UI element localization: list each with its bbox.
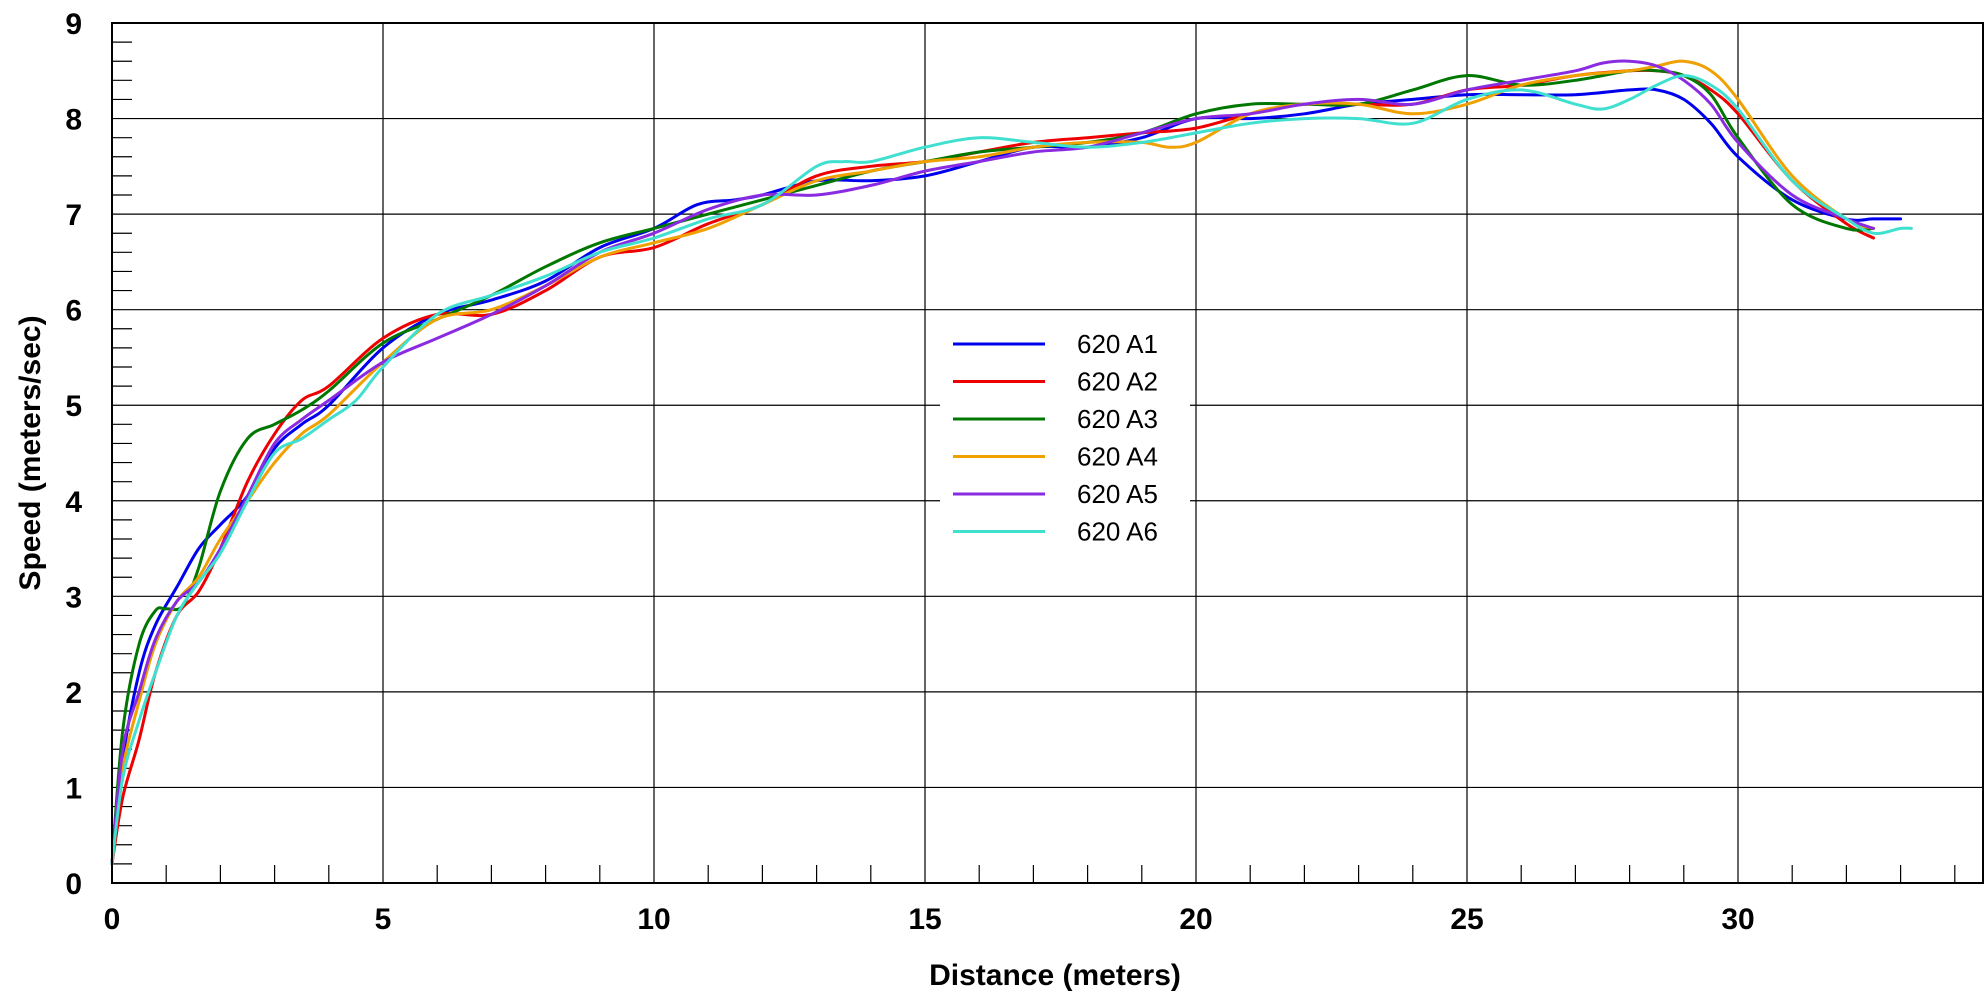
y-tick-label: 6 <box>65 295 82 328</box>
y-axis-title: Speed (meters/sec) <box>14 315 47 590</box>
y-tick-label: 5 <box>65 390 82 423</box>
x-axis-tick-labels: 0 5 10 15 20 25 30 <box>104 903 1755 936</box>
y-tick-label: 0 <box>65 868 82 901</box>
legend-label-4: 620 A4 <box>1077 442 1158 472</box>
y-tick-label: 4 <box>65 486 82 519</box>
legend-label-2: 620 A2 <box>1077 367 1158 397</box>
series-line-6 <box>110 74 1913 866</box>
legend-label-1: 620 A1 <box>1077 329 1158 359</box>
y-tick-label: 1 <box>65 772 82 805</box>
x-tick-label: 25 <box>1450 903 1483 936</box>
legend-label-6: 620 A6 <box>1077 517 1158 547</box>
x-tick-label: 10 <box>637 903 670 936</box>
minor-ticks <box>112 41 1956 883</box>
legend-label-5: 620 A5 <box>1077 479 1158 509</box>
y-tick-label: 8 <box>65 104 82 137</box>
legend-label-3: 620 A3 <box>1077 404 1158 434</box>
x-axis-title: Distance (meters) <box>929 959 1181 992</box>
y-tick-label: 3 <box>65 581 82 614</box>
x-tick-label: 20 <box>1179 903 1212 936</box>
grid-lines <box>112 23 1984 883</box>
plot-area-frame <box>111 22 1984 884</box>
x-tick-label: 30 <box>1721 903 1754 936</box>
y-tick-label: 7 <box>65 199 82 232</box>
x-tick-label: 5 <box>375 903 392 936</box>
y-tick-label: 9 <box>65 8 82 41</box>
series-lines <box>110 59 1913 866</box>
y-tick-label: 2 <box>65 677 82 710</box>
legend: 620 A1 620 A2 620 A3 620 A4 620 A5 620 A6 <box>940 322 1190 552</box>
series-line-5 <box>110 59 1875 866</box>
y-axis-tick-labels: 0 1 2 3 4 5 6 7 8 9 <box>65 8 82 901</box>
x-tick-label: 0 <box>104 903 121 936</box>
x-tick-label: 15 <box>908 903 941 936</box>
legend-background <box>940 322 1190 552</box>
